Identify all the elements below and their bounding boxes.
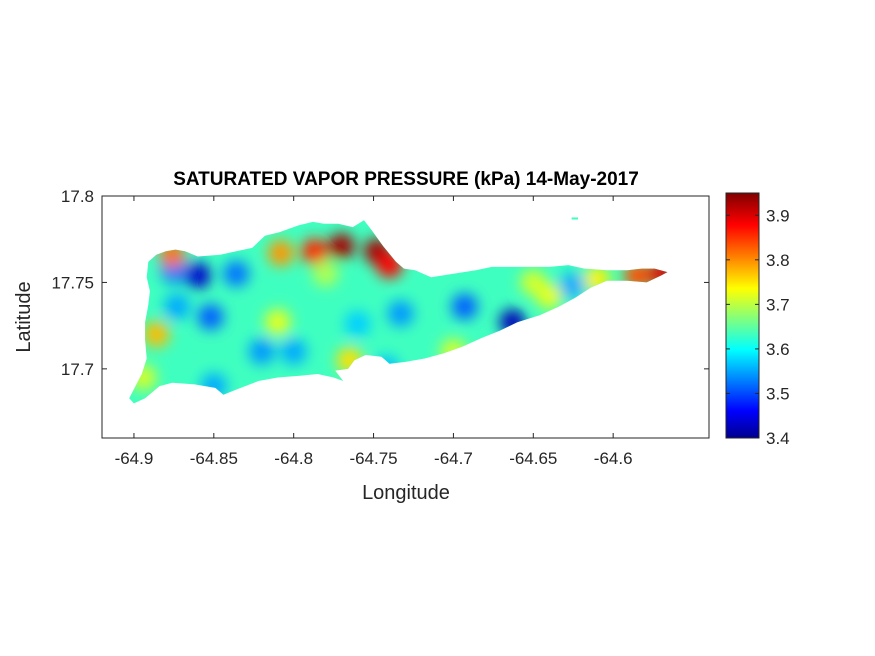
colorbar-axis: 3.4 3.5 3.6 3.7 3.8 3.9 <box>726 206 790 448</box>
field-hotspot-9 <box>451 293 478 320</box>
x-tick-label: -64.7 <box>434 449 473 468</box>
x-axis-label: Longitude <box>362 482 450 504</box>
y-tick-label: 17.7 <box>61 360 94 379</box>
colorbar <box>725 192 760 439</box>
field-hotspot-27 <box>536 283 563 310</box>
colorbar-tick-label: 3.8 <box>766 251 790 270</box>
colorbar-tick-label: 3.4 <box>766 429 790 448</box>
field-hotspot-7 <box>344 310 371 337</box>
x-tick-label: -64.65 <box>509 449 557 468</box>
field-hotspot-8 <box>387 300 414 327</box>
x-axis: -64.9 -64.85 -64.8 -64.75 -64.7 -64.65 -64.6 <box>115 196 633 468</box>
x-tick-label: -64.85 <box>190 449 238 468</box>
field-hotspot-5 <box>248 338 275 365</box>
colorbar-tick-label: 3.5 <box>766 384 790 403</box>
field-hotspot-4 <box>164 293 191 320</box>
y-axis: 17.7 17.75 17.8 <box>51 187 709 379</box>
colorbar-tick-label: 3.6 <box>766 340 790 359</box>
field-hotspot-18 <box>301 238 328 265</box>
chart-title: SATURATED VAPOR PRESSURE (kPa) 14-May-20… <box>173 169 639 190</box>
field-hotspot-17 <box>267 240 294 267</box>
field-hotspot-2 <box>223 260 250 287</box>
colorbar-tick-label: 3.9 <box>766 206 790 225</box>
field-hotspot-6 <box>280 338 307 365</box>
field-hotspot-3 <box>197 304 224 330</box>
x-tick-label: -64.9 <box>115 449 154 468</box>
field-hotspot-24 <box>264 309 291 336</box>
colorbar-tick-label: 3.7 <box>766 295 790 314</box>
y-tick-label: 17.8 <box>61 187 94 206</box>
x-tick-label: -64.8 <box>274 449 313 468</box>
y-axis-label: Latitude <box>13 281 35 352</box>
x-tick-label: -64.6 <box>594 449 633 468</box>
field-hotspot-11 <box>558 272 585 299</box>
x-tick-label: -64.75 <box>349 449 397 468</box>
field-hotspot-0 <box>184 262 211 289</box>
field-hotspot-19 <box>328 233 355 260</box>
field-hotspot-14 <box>143 321 170 348</box>
field-hotspot-25 <box>312 260 339 287</box>
y-tick-label: 17.75 <box>51 273 94 292</box>
